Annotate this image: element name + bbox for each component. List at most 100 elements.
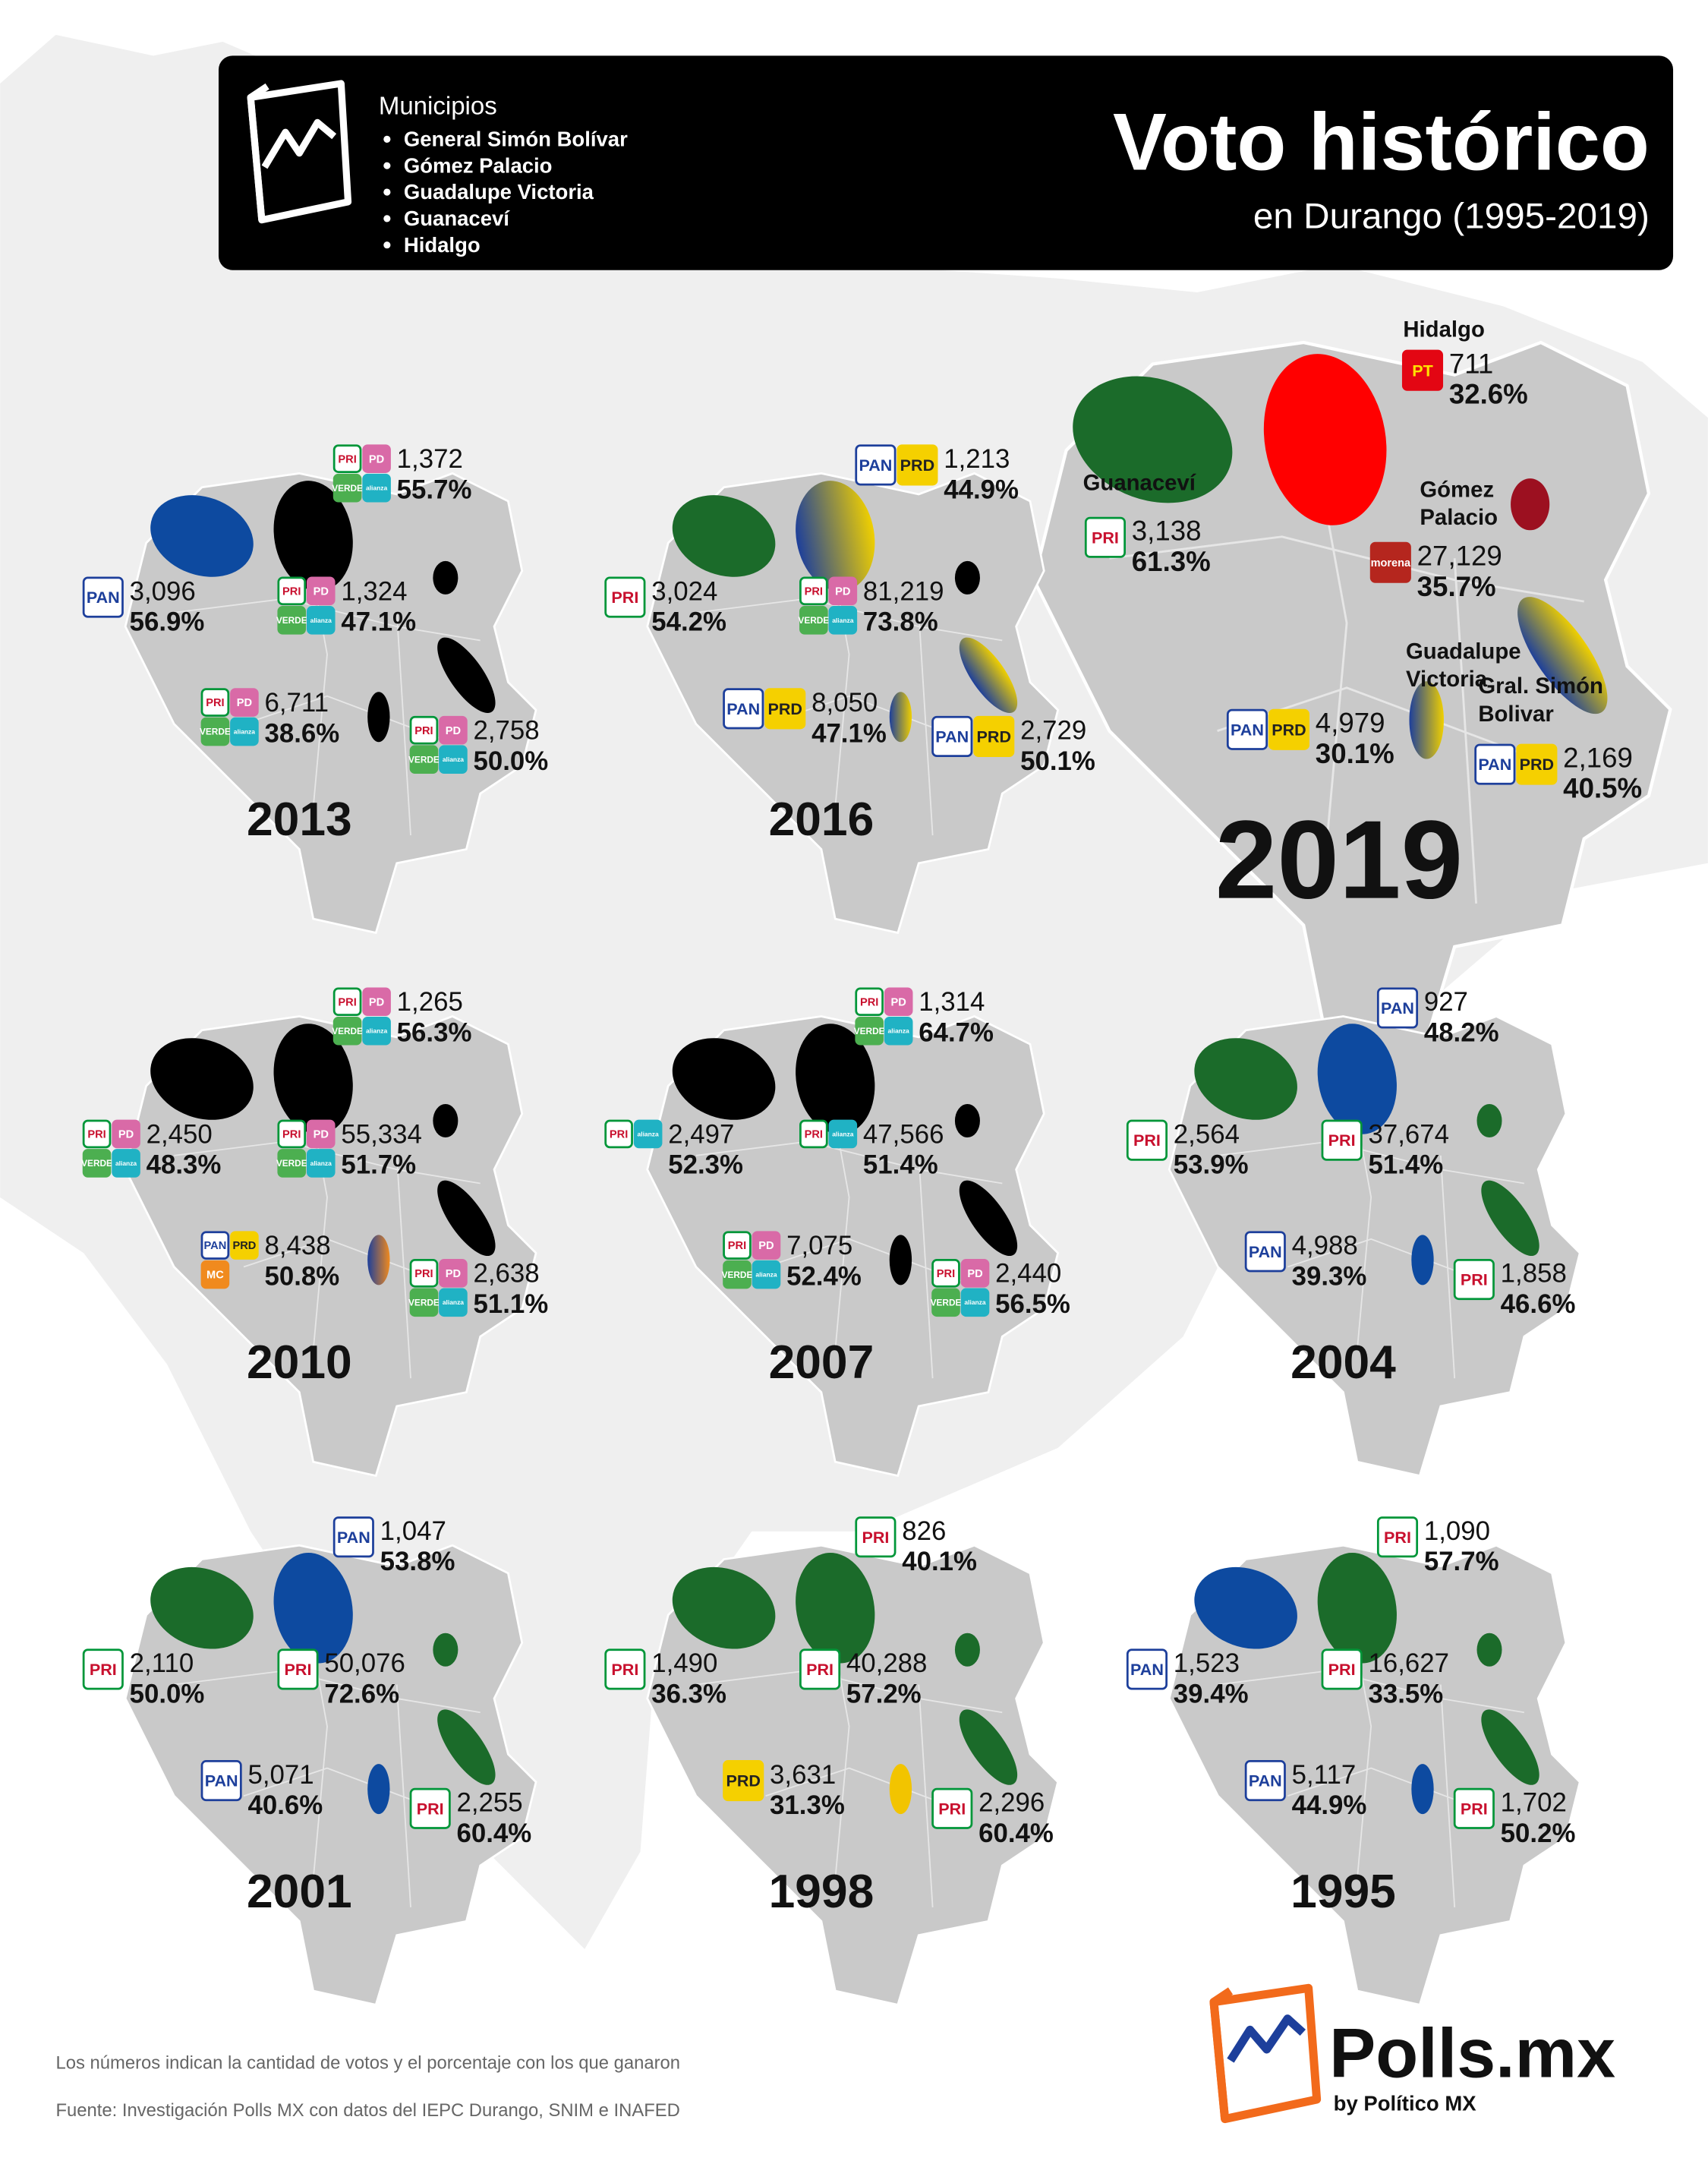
party-logo (1516, 743, 1558, 785)
percentage: 36.3% (651, 1679, 726, 1708)
party-name: PD (891, 996, 906, 1008)
party-name: PRI (610, 1129, 628, 1141)
municipality (954, 560, 980, 595)
brand: Polls.mx by Político MX (1209, 1983, 1615, 2124)
bullet (383, 215, 391, 222)
party-name: PD (118, 1129, 134, 1141)
party-logo (1321, 1648, 1363, 1690)
map-shape (1032, 340, 1672, 1057)
party-logo (828, 1119, 858, 1149)
party-logo (1376, 1516, 1419, 1558)
percentage: 52.4% (786, 1261, 862, 1291)
votes: 2,440 (995, 1259, 1061, 1289)
percentage: 57.7% (1424, 1547, 1499, 1576)
bullet (383, 135, 391, 143)
votes: 1,324 (341, 576, 407, 606)
votes: 2,758 (474, 716, 540, 746)
percentage: 57.2% (846, 1679, 922, 1708)
party-logo (362, 1016, 391, 1046)
party-name: morena (1371, 557, 1411, 569)
municipality (1411, 1764, 1434, 1815)
party-logo (960, 1288, 990, 1317)
municipality (367, 1235, 390, 1286)
year: 2019 (1215, 798, 1463, 923)
percentage: 31.3% (770, 1790, 845, 1820)
state-outline (124, 472, 537, 935)
municipality (1411, 1235, 1434, 1286)
municipality (796, 1024, 875, 1134)
party-logo (112, 1149, 140, 1178)
subtitle: en Durango (1995-2019) (1253, 197, 1650, 237)
year: 1995 (1290, 1866, 1396, 1918)
municipality (889, 692, 912, 743)
party-logo (960, 1258, 990, 1288)
party-logo (897, 444, 938, 486)
municipio-name: Guanaceví (1083, 470, 1196, 495)
party-logo (855, 1016, 884, 1046)
municipality (954, 1104, 980, 1138)
party-logo (277, 1648, 319, 1690)
party-name: PAN (337, 1528, 370, 1547)
party-logo (828, 606, 858, 635)
municipal-borders (695, 1573, 1003, 1908)
municipality (433, 560, 459, 595)
percentage: 48.3% (147, 1150, 222, 1180)
votes: 1,090 (1424, 1516, 1490, 1546)
party-logo (764, 688, 806, 730)
party-logo (112, 1119, 140, 1149)
votes: 826 (902, 1516, 946, 1546)
party-name: PRI (805, 585, 823, 598)
municipal-borders (695, 500, 1003, 836)
party-name: PRD (900, 456, 935, 475)
municipality (437, 637, 496, 713)
municipality (1194, 1038, 1297, 1120)
party-name: PRI (282, 1129, 301, 1141)
municipality (889, 1764, 912, 1815)
percentage: 48.2% (1424, 1017, 1499, 1047)
percentage: 50.1% (1020, 746, 1095, 776)
party-name: PRI (414, 1268, 433, 1280)
municipality (889, 1235, 912, 1286)
percentage: 50.0% (130, 1679, 205, 1708)
party-name: PAN (204, 1240, 227, 1252)
year: 2016 (769, 793, 874, 846)
party-logo (1474, 743, 1516, 785)
party-logo (82, 1119, 112, 1149)
party-name: PRI (862, 1528, 889, 1547)
party-logo (277, 1119, 307, 1149)
party-logo (439, 715, 468, 745)
party-name: PRI (938, 1799, 966, 1818)
party-name: PD (314, 585, 329, 598)
percentage: 60.4% (978, 1819, 1054, 1848)
municipality (796, 481, 875, 591)
year: 2004 (1290, 1336, 1396, 1389)
municipality (954, 1633, 980, 1667)
party-logo (1401, 349, 1444, 391)
party-name: PT (1412, 361, 1433, 380)
party-name: PAN (205, 1771, 238, 1790)
party-logo (1244, 1760, 1286, 1802)
party-name: PAN (87, 588, 120, 607)
header-box (218, 55, 1674, 270)
votes: 4,988 (1292, 1231, 1358, 1260)
party-logo (604, 1119, 633, 1149)
municipality (437, 1709, 496, 1785)
percentage: 60.4% (457, 1819, 532, 1848)
map-shape (124, 472, 537, 935)
party-logo (332, 1516, 374, 1558)
percentage: 44.9% (1292, 1790, 1367, 1820)
